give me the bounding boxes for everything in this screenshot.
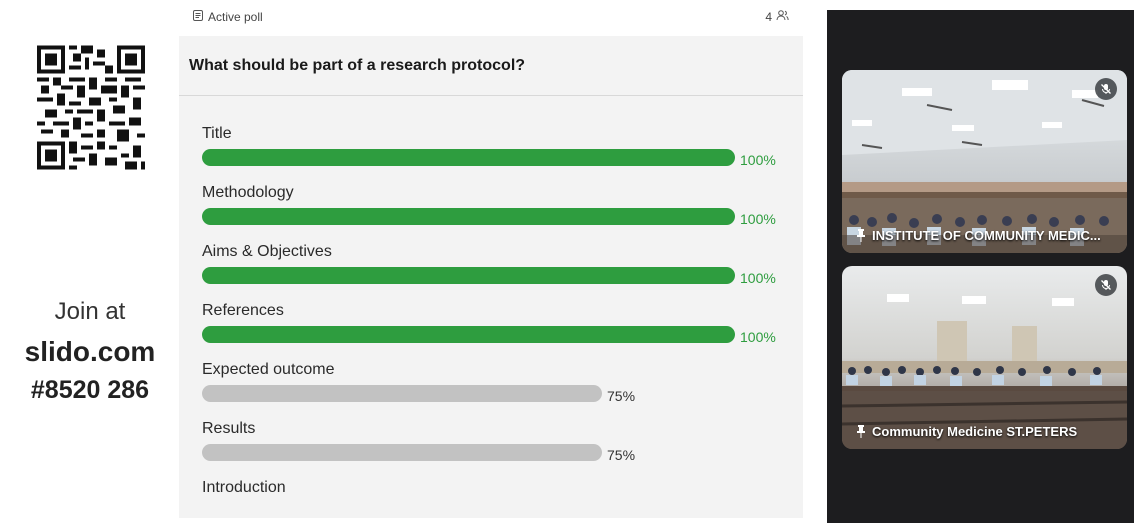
poll-option: Title 100% [202,125,792,169]
pin-icon [856,425,866,438]
video-tile[interactable]: Community Medicine ST.PETERS [842,266,1127,449]
poll-result-percent: 75% [607,388,636,404]
participant-name: Community Medicine ST.PETERS [856,424,1077,439]
poll-result-bar [202,208,735,225]
event-code: #8520 286 [30,376,150,404]
poll-option-label: Title [202,125,232,142]
participants-counter: 4 [765,10,789,24]
poll-option: Results 75% [202,420,792,464]
poll-option-label: Results [202,420,256,437]
video-tile[interactable]: INSTITUTE OF COMMUNITY MEDIC... [842,70,1127,253]
poll-icon [193,10,203,24]
poll-option-label: Introduction [202,479,286,496]
join-panel: Join at slido.com #8520 286 [0,0,180,523]
poll-result-percent: 100% [740,152,776,168]
poll-option-label: Methodology [202,184,294,201]
pin-icon [856,229,866,242]
poll-question: What should be part of a research protoc… [179,36,803,96]
poll-card: What should be part of a research protoc… [179,36,803,518]
poll-result-bar [202,149,735,166]
video-panel: INSTITUTE OF COMMUNITY MEDIC... Communit… [827,10,1134,523]
poll-option-label: Expected outcome [202,361,335,378]
video-feed-2 [842,266,1127,449]
poll-status-label: Active poll [208,10,263,24]
participant-name: INSTITUTE OF COMMUNITY MEDIC... [856,228,1101,243]
poll-option-label: References [202,302,284,319]
join-url[interactable]: slido.com [24,336,156,367]
poll-result-percent: 100% [740,270,776,286]
mic-muted-icon [1095,274,1117,296]
poll-result-percent: 100% [740,329,776,345]
poll-option: Introduction [202,479,792,501]
poll-option: References 100% [202,302,792,346]
video-feed-1 [842,70,1127,253]
poll-option: Methodology 100% [202,184,792,228]
poll-result-bar [202,385,602,402]
participants-count: 4 [765,10,772,24]
poll-header: Active poll 4 [179,0,803,34]
mic-muted-icon [1095,78,1117,100]
poll-result-bar [202,267,735,284]
poll-result-percent: 75% [607,447,636,463]
qr-code [37,45,145,170]
poll-option-label: Aims & Objectives [202,243,332,260]
poll-option: Expected outcome 75% [202,361,792,405]
poll-option: Aims & Objectives 100% [202,243,792,287]
poll-result-percent: 100% [740,211,776,227]
poll-status: Active poll [193,10,263,24]
join-at-text: Join at [54,298,126,325]
poll-result-bar [202,326,735,343]
poll-result-bar [202,444,602,461]
participants-icon [776,10,789,24]
